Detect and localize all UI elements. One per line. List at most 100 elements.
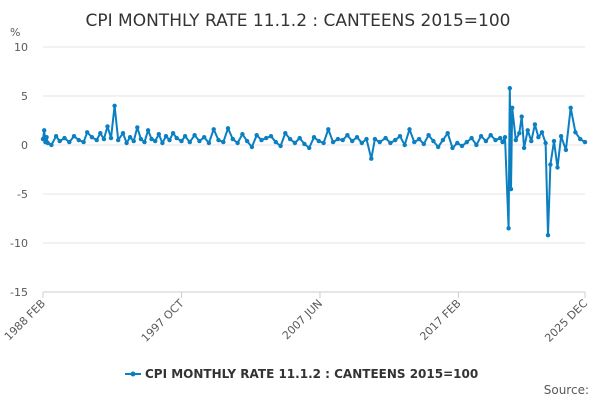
data-point — [464, 139, 469, 145]
data-point — [529, 138, 534, 144]
data-point — [407, 127, 412, 132]
data-point — [174, 135, 179, 141]
data-point — [513, 137, 518, 143]
data-point — [49, 142, 54, 148]
data-point — [469, 135, 474, 141]
y-tick-label: -15 — [10, 286, 28, 299]
data-point — [478, 134, 484, 139]
data-point — [330, 139, 336, 145]
x-tick-label: 1988 FEB — [2, 297, 48, 343]
x-tick-label: 2017 FEB — [417, 297, 463, 343]
data-point — [105, 124, 110, 129]
data-point — [101, 136, 107, 142]
data-point — [345, 133, 350, 138]
legend: CPI MONTHLY RATE 11.1.2 : CANTEENS 2015=… — [125, 367, 478, 381]
data-point — [545, 233, 551, 238]
data-point — [307, 145, 312, 151]
data-point — [412, 139, 417, 145]
data-point — [131, 138, 136, 144]
data-point — [563, 147, 569, 153]
data-point — [112, 103, 117, 109]
data-point — [459, 143, 465, 149]
x-axis: 1988 FEB 1997 OCT 2007 JUN 2017 FEB 2025 DEC — [2, 291, 590, 345]
data-point — [135, 125, 140, 130]
data-point — [558, 134, 564, 139]
data-point — [393, 137, 398, 143]
data-point — [510, 105, 515, 111]
data-point — [455, 140, 460, 146]
data-point — [202, 135, 207, 140]
data-point — [153, 138, 158, 144]
data-point — [539, 130, 545, 135]
data-point — [89, 135, 95, 140]
data-point — [156, 132, 161, 137]
y-tick-label: -5 — [17, 188, 28, 201]
data-point — [249, 144, 255, 150]
data-point — [278, 143, 283, 149]
data-point — [372, 136, 378, 142]
data-point — [53, 134, 59, 139]
data-point — [254, 133, 259, 138]
series-group — [40, 86, 588, 238]
data-point — [568, 105, 573, 111]
data-point — [359, 140, 364, 146]
data-point — [149, 136, 154, 142]
y-tick-label: 10 — [14, 41, 28, 54]
x-tick-label: 2025 DEC — [542, 297, 590, 345]
gridlines — [43, 46, 585, 293]
data-point — [517, 131, 522, 136]
data-point — [548, 162, 553, 167]
data-point — [508, 186, 514, 192]
y-tick-label: 0 — [21, 139, 28, 152]
data-point — [402, 142, 407, 148]
data-point — [536, 135, 541, 140]
data-point — [167, 137, 172, 143]
data-point — [108, 135, 114, 141]
data-point — [426, 133, 431, 138]
data-point — [488, 133, 493, 138]
data-point — [287, 136, 293, 142]
legend-swatch-marker — [130, 371, 136, 377]
data-point — [543, 140, 548, 146]
data-point — [170, 131, 176, 136]
data-point — [431, 138, 436, 144]
data-point — [551, 138, 557, 144]
data-point — [138, 136, 144, 142]
data-point — [67, 139, 72, 145]
data-point — [369, 156, 374, 161]
data-point — [206, 140, 212, 146]
data-point — [45, 140, 50, 146]
source-label: Source: — [544, 383, 589, 397]
data-point — [94, 137, 99, 143]
data-point — [421, 141, 426, 147]
data-point — [197, 138, 202, 144]
data-point — [160, 140, 165, 146]
data-point — [321, 140, 326, 146]
data-point — [507, 86, 512, 91]
data-point — [124, 140, 129, 146]
data-point — [71, 134, 77, 139]
y-tick-label: 5 — [21, 90, 28, 103]
data-point — [582, 139, 588, 145]
data-point — [225, 126, 231, 131]
data-point — [532, 122, 538, 127]
data-point — [116, 137, 121, 143]
data-point — [57, 138, 62, 144]
data-point — [521, 145, 527, 151]
data-point — [326, 127, 331, 132]
data-point — [142, 139, 147, 145]
data-point — [62, 135, 67, 141]
data-point — [436, 144, 441, 150]
data-point — [311, 135, 317, 140]
data-point — [259, 137, 264, 143]
y-axis-label: % — [10, 26, 20, 39]
data-point — [335, 136, 341, 142]
y-tick-label: -10 — [10, 237, 28, 250]
data-point — [498, 135, 503, 141]
data-point — [500, 139, 505, 145]
data-point — [397, 134, 403, 139]
data-point — [42, 128, 47, 133]
data-point — [316, 138, 321, 144]
data-point — [506, 226, 511, 231]
y-axis-ticks: 10 5 0 -5 -10 -15 — [10, 41, 28, 299]
